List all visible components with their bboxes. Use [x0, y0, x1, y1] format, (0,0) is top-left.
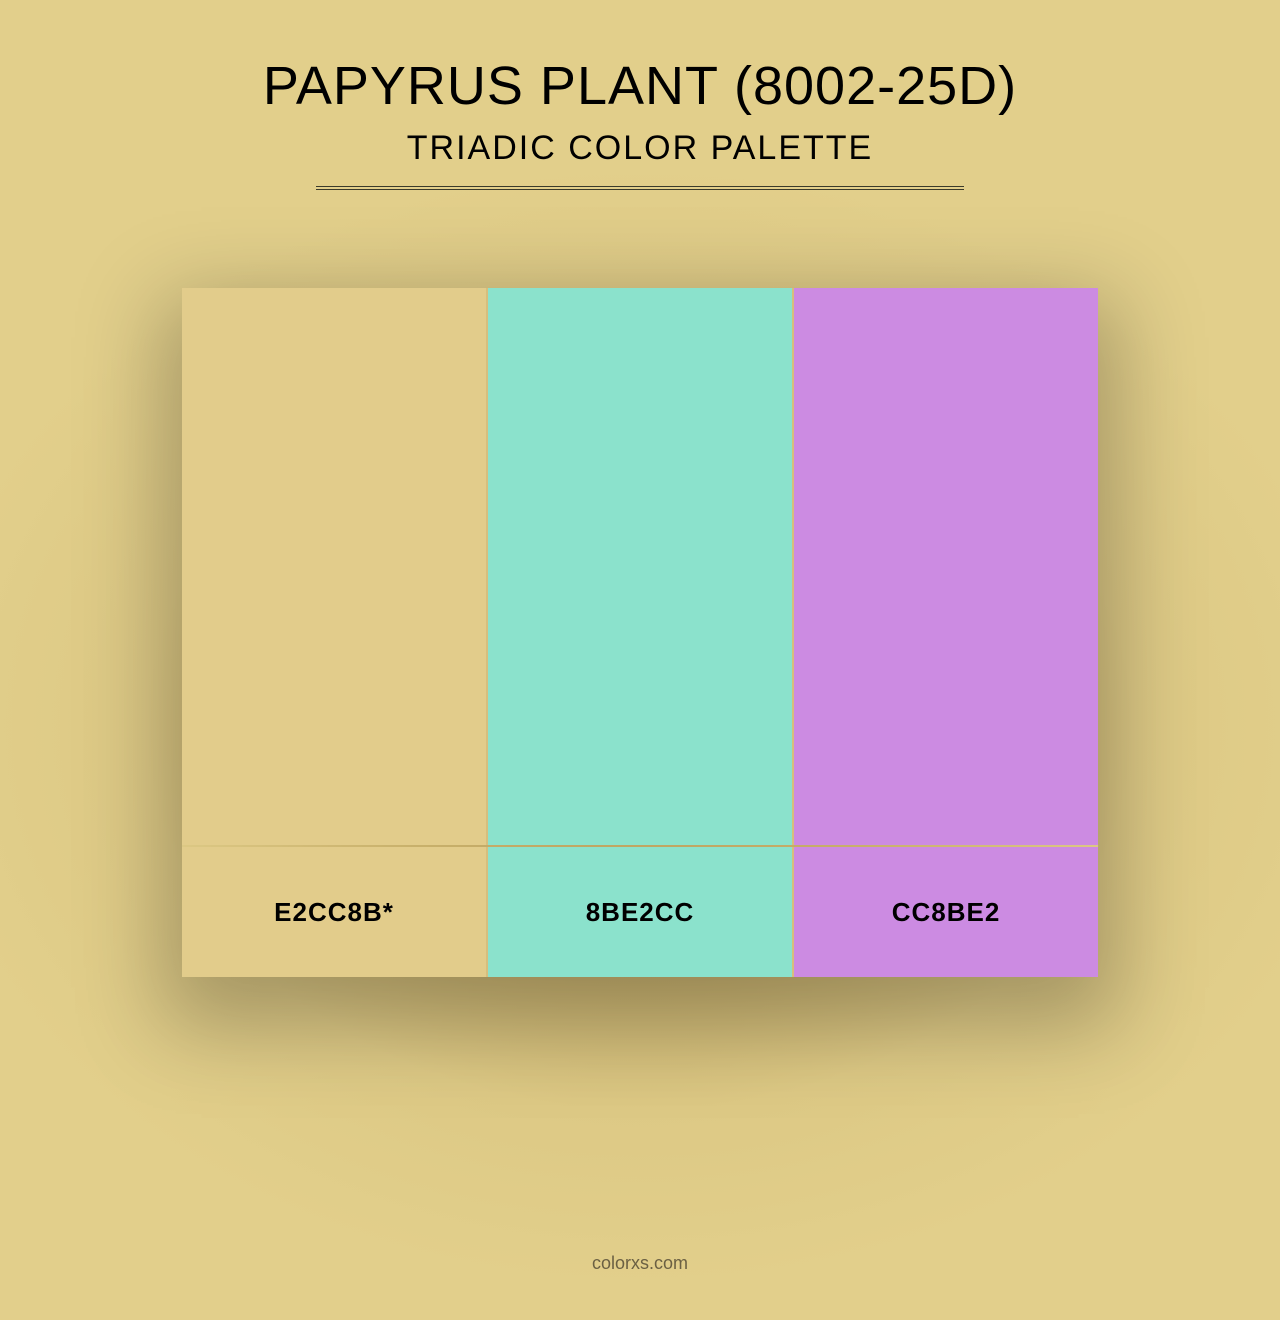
swatch-2: [488, 288, 792, 845]
hex-label-3: CC8BE2: [892, 897, 1001, 928]
footer-credit: colorxs.com: [0, 1253, 1280, 1274]
palette: E2CC8B* 8BE2CC CC8BE2: [182, 288, 1098, 977]
divider: [316, 186, 964, 190]
page-subtitle: TRIADIC COLOR PALETTE: [0, 129, 1280, 168]
swatch-3: [794, 288, 1098, 845]
label-cell-3: CC8BE2: [794, 847, 1098, 977]
swatch-row: [182, 288, 1098, 845]
hex-label-1: E2CC8B*: [274, 897, 394, 928]
swatch-1: [182, 288, 486, 845]
label-cell-2: 8BE2CC: [488, 847, 792, 977]
header: PAPYRUS PLANT (8002-25D) TRIADIC COLOR P…: [0, 0, 1280, 190]
label-cell-1: E2CC8B*: [182, 847, 486, 977]
page-title: PAPYRUS PLANT (8002-25D): [0, 55, 1280, 117]
label-row: E2CC8B* 8BE2CC CC8BE2: [182, 847, 1098, 977]
hex-label-2: 8BE2CC: [586, 897, 695, 928]
